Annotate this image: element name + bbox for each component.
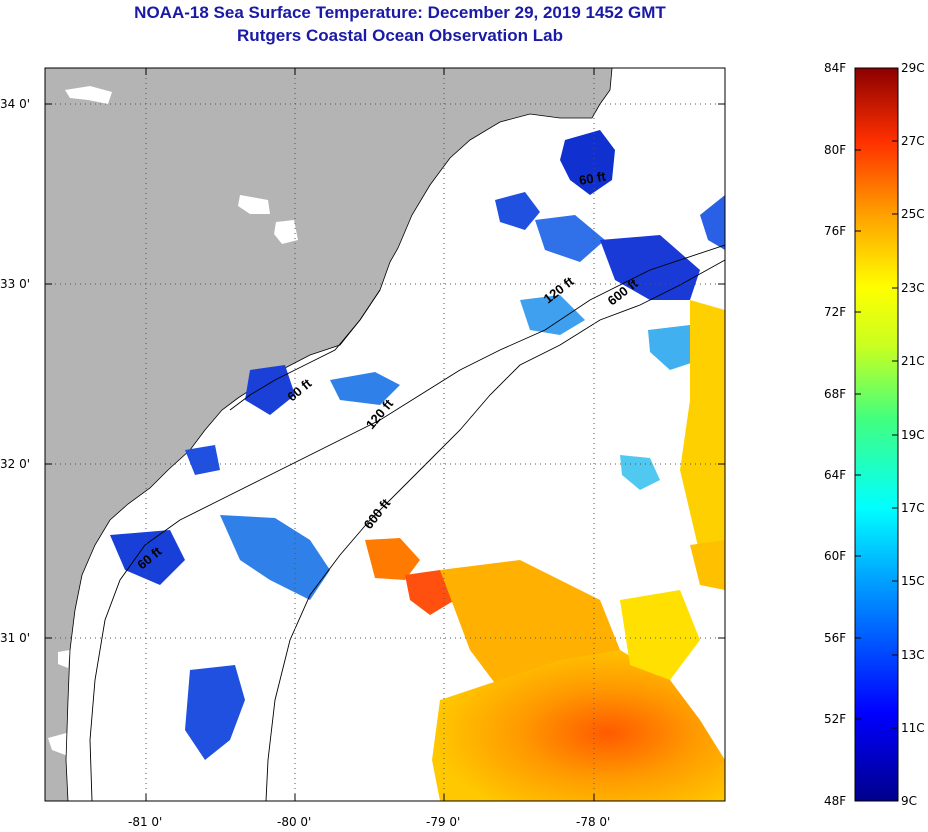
tick-marks — [45, 68, 725, 801]
colorbar-c-label: 21C — [901, 354, 925, 368]
colorbar-c-label: 13C — [901, 648, 925, 662]
colorbar-f-label: 60F — [824, 549, 847, 563]
lat-tick-label: 33 0' — [0, 277, 31, 291]
map-title: NOAA-18 Sea Surface Temperature: Decembe… — [134, 3, 666, 22]
colorbar-c-label: 17C — [901, 501, 925, 515]
colorbar-c-label: 27C — [901, 134, 925, 148]
colorbar — [854, 67, 899, 802]
colorbar-c-label: 23C — [901, 281, 925, 295]
map-subtitle: Rutgers Coastal Ocean Observation Lab — [237, 26, 563, 45]
colorbar-f-label: 64F — [824, 468, 847, 482]
land-area — [45, 68, 612, 801]
colorbar-c-label: 15C — [901, 574, 925, 588]
warm-sst-patches — [365, 300, 725, 801]
colorbar-f-label: 76F — [824, 224, 847, 238]
colorbar-c-label: 29C — [901, 61, 925, 75]
colorbar-f-label: 52F — [824, 712, 847, 726]
lake — [65, 86, 112, 104]
isobath-label: 60 ft — [578, 168, 608, 188]
colorbar-f-label: 48F — [824, 794, 847, 808]
lon-tick-label: -78 0' — [576, 815, 611, 829]
colorbar-c-label: 19C — [901, 428, 925, 442]
colorbar-f-label: 84F — [824, 61, 847, 75]
cold-sst-patches — [110, 130, 725, 760]
colorbar-ticks — [855, 140, 898, 729]
lon-tick-label: -79 0' — [426, 815, 461, 829]
colorbar-f-label: 68F — [824, 387, 847, 401]
colorbar-c-label: 9C — [901, 794, 918, 808]
lake — [238, 195, 270, 214]
coastline — [65, 68, 613, 801]
lat-tick-label: 34 0' — [0, 97, 31, 111]
grid-lines — [45, 68, 725, 801]
lat-tick-label: 32 0' — [0, 457, 31, 471]
lat-tick-label: 31 0' — [0, 631, 31, 645]
colorbar-c-label: 11C — [901, 721, 925, 735]
colorbar-f-label: 72F — [824, 305, 847, 319]
map-frame — [44, 67, 726, 802]
lon-tick-label: -80 0' — [277, 815, 312, 829]
colorbar-c-label: 25C — [901, 207, 925, 221]
isobath-lines — [89, 244, 725, 801]
lon-tick-label: -81 0' — [128, 815, 163, 829]
colorbar-f-label: 80F — [824, 143, 847, 157]
lake — [48, 732, 70, 756]
colorbar-f-label: 56F — [824, 631, 847, 645]
lake — [274, 220, 298, 244]
lake — [58, 650, 70, 668]
